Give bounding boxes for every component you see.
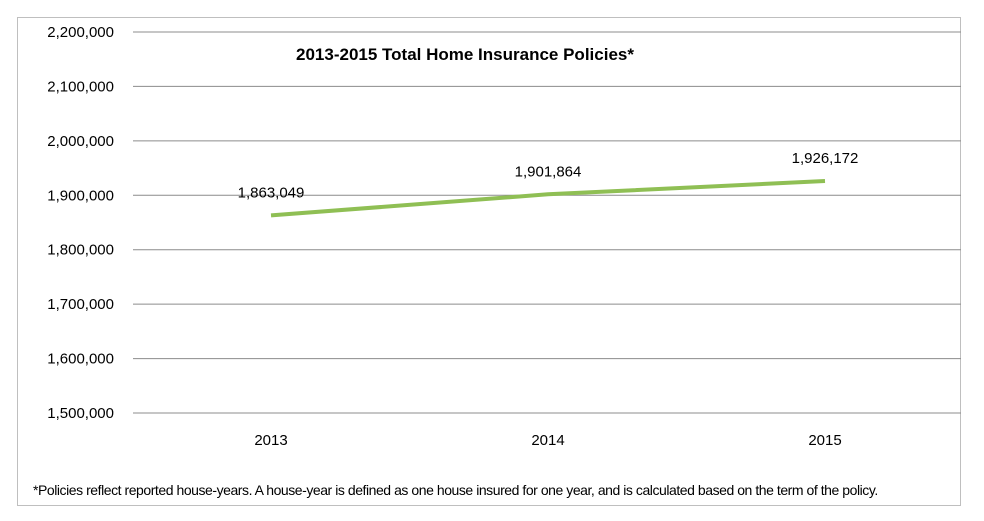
y-tick-label: 2,100,000	[47, 78, 114, 95]
y-tick-label: 1,500,000	[47, 405, 114, 422]
x-tick-label: 2014	[531, 432, 564, 449]
y-tick-label: 1,700,000	[47, 296, 114, 313]
x-axis-ticks: 2013 2014 2015	[254, 432, 841, 449]
x-tick-label: 2013	[254, 432, 287, 449]
data-label: 1,863,049	[238, 184, 305, 201]
chart-title: 2013-2015 Total Home Insurance Policies*	[296, 45, 634, 64]
data-label: 1,926,172	[792, 150, 859, 167]
chart-frame	[17, 17, 961, 506]
data-labels: 1,863,049 1,901,864 1,926,172	[238, 150, 859, 201]
y-axis-ticks: 1,500,000 1,600,000 1,700,000 1,800,000 1,90…	[47, 24, 114, 422]
series-line	[270, 179, 826, 218]
x-tick-label: 2015	[808, 432, 841, 449]
y-tick-label: 2,200,000	[47, 24, 114, 41]
y-tick-label: 2,000,000	[47, 133, 114, 150]
footnote: *Policies reflect reported house-years. …	[33, 482, 878, 498]
y-tick-label: 1,900,000	[47, 187, 114, 204]
gridlines	[133, 31, 961, 414]
y-tick-label: 1,800,000	[47, 242, 114, 259]
series-layer	[270, 179, 826, 218]
data-label: 1,901,864	[515, 163, 582, 180]
y-tick-label: 1,600,000	[47, 351, 114, 368]
